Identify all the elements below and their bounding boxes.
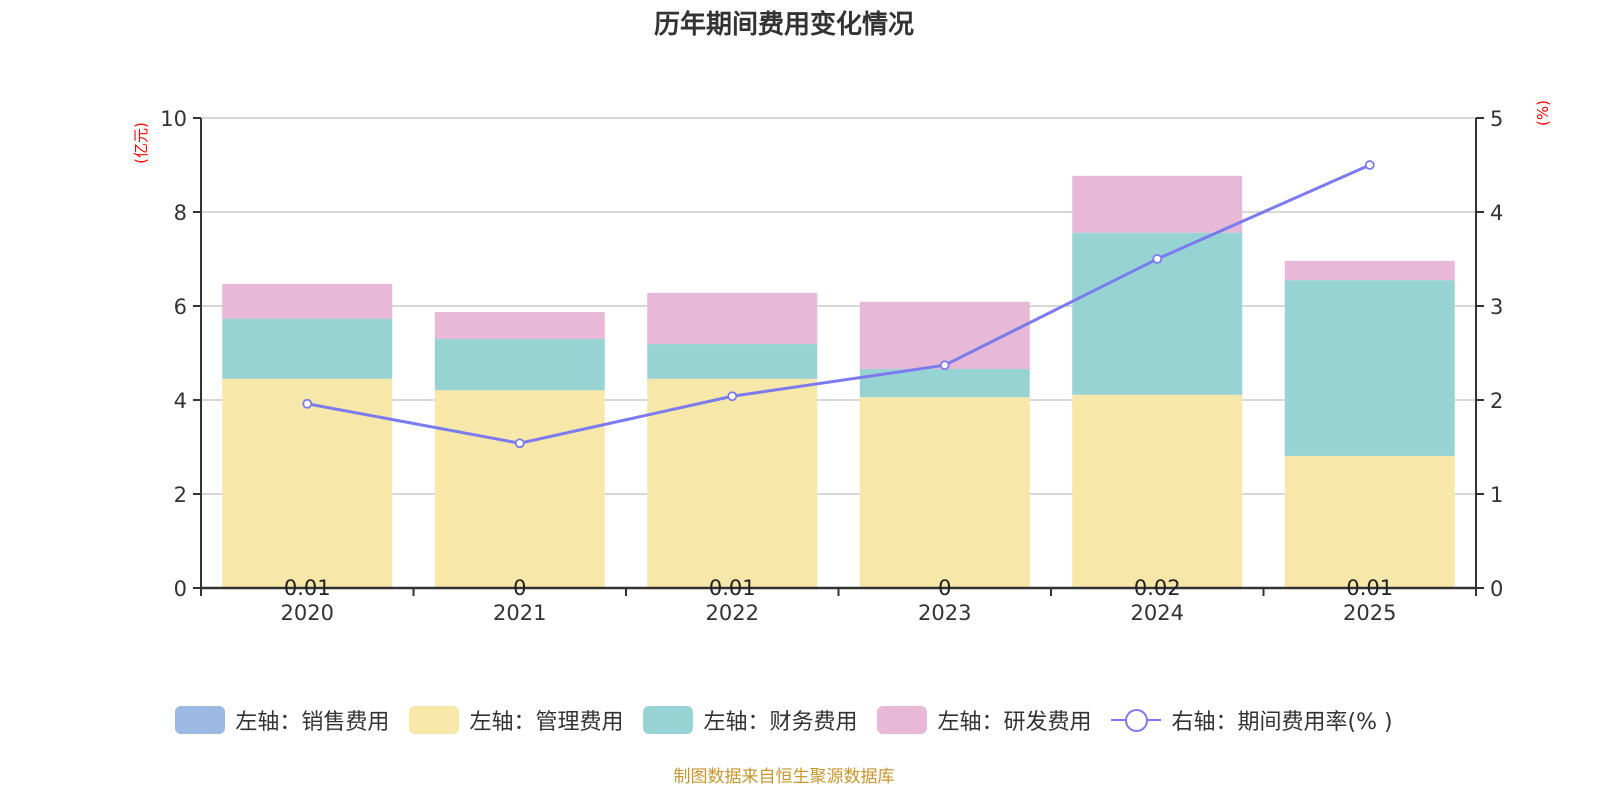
right-tick-label: 5 [1490, 107, 1503, 131]
left-tick-label: 0 [174, 577, 187, 601]
legend-item-sales[interactable]: 左轴：销售费用 [175, 704, 389, 736]
right-axis-label: (%) [1534, 100, 1552, 126]
rate-line [302, 160, 1375, 449]
left-tick-label: 6 [174, 295, 187, 319]
data-label: 0.02 [1134, 576, 1181, 600]
bars [222, 175, 1455, 589]
bar-segment [1284, 280, 1455, 456]
right-tick-label: 2 [1490, 389, 1503, 413]
data-label: 0.01 [709, 576, 756, 600]
rate-point [1364, 160, 1375, 170]
bar-segment [859, 397, 1030, 588]
x-tick-label: 2021 [493, 601, 546, 625]
bar-labels: 0.01 0 0.01 0 0.02 0.01 [284, 576, 1393, 600]
bar-segment [434, 390, 605, 588]
legend-item-admin[interactable]: 左轴：管理费用 [409, 704, 623, 736]
legend-item-rnd[interactable]: 左轴：研发费用 [877, 704, 1091, 736]
rate-point [939, 360, 950, 371]
x-tick-label: 2024 [1131, 601, 1184, 625]
right-tick-label: 1 [1490, 483, 1503, 507]
chart-plot: 0 2 4 6 8 10 0 1 2 3 4 5 2020 2021 2022 2023 2024 2025 0.… [132, 100, 1552, 625]
legend-swatch-admin [409, 706, 460, 734]
data-source-note: 制图数据来自恒生聚源数据库 [673, 767, 895, 787]
left-tick-label: 10 [160, 107, 187, 131]
bar-segment [434, 312, 605, 339]
legend-item-rate[interactable]: 右轴：期间费用率(% ) [1111, 704, 1393, 736]
x-tick-label: 2020 [281, 601, 334, 625]
bar-segment [222, 283, 393, 319]
legend-swatch-sales [175, 706, 226, 734]
bar-segment [222, 378, 393, 588]
bar-segment [647, 344, 818, 379]
rate-point [1152, 254, 1163, 264]
left-tick-label: 8 [174, 201, 187, 225]
data-label: 0.01 [1346, 576, 1393, 600]
legend-label: 左轴：财务费用 [703, 710, 858, 735]
chart-title: 历年期间费用变化情况 [653, 10, 914, 40]
legend: 左轴：销售费用 左轴：管理费用 左轴：财务费用 左轴：研发费用 右轴：期间费用率… [0, 704, 1568, 736]
left-axis-label: (亿元) [132, 122, 150, 164]
rate-line-path [306, 163, 1371, 445]
right-tick-label: 4 [1490, 201, 1503, 225]
right-tick-label: 3 [1490, 295, 1503, 319]
bar-segment [1284, 260, 1455, 281]
x-tick-label: 2022 [706, 601, 759, 625]
legend-label: 左轴：管理费用 [469, 710, 624, 735]
left-tick-label: 2 [174, 483, 187, 507]
x-tick-label: 2023 [918, 601, 971, 625]
bar-segment [1072, 175, 1243, 233]
legend-label: 左轴：研发费用 [937, 710, 1092, 735]
left-tick-label: 4 [174, 389, 187, 413]
legend-swatch-rnd [877, 706, 928, 734]
gridlines [201, 117, 1476, 495]
legend-swatch-finance [643, 706, 694, 734]
bar-segment [222, 318, 393, 379]
legend-label: 右轴：期间费用率(% ) [1171, 710, 1393, 735]
rate-point [514, 438, 525, 449]
axes: 0 2 4 6 8 10 0 1 2 3 4 5 2020 2021 2022 2023 2024 2025 [160, 107, 1503, 625]
x-tick-label: 2025 [1343, 601, 1396, 625]
legend-label: 左轴：销售费用 [235, 710, 390, 735]
line-circle-icon [1111, 706, 1162, 734]
data-label: 0 [513, 576, 526, 600]
data-label: 0.01 [284, 576, 331, 600]
right-tick-label: 0 [1490, 577, 1503, 601]
rate-point [302, 398, 313, 409]
rate-point [727, 391, 738, 402]
bar-segment [647, 292, 818, 345]
bar-segment [1072, 394, 1243, 588]
bar-segment [1284, 455, 1455, 588]
bar-segment [647, 378, 818, 588]
legend-item-finance[interactable]: 左轴：财务费用 [643, 704, 857, 736]
data-label: 0 [938, 576, 951, 600]
bar-segment [434, 338, 605, 391]
